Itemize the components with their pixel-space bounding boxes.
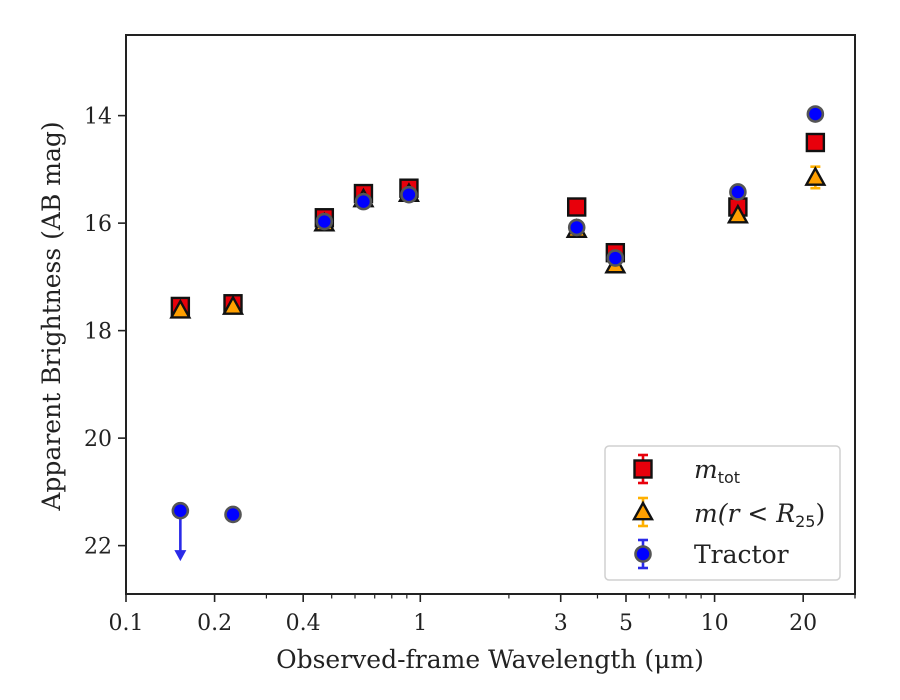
y-tick-labels: 14 16 18 20 22 <box>84 105 112 560</box>
x-tick-label: 0.2 <box>197 611 232 636</box>
series-mr25 <box>169 165 827 319</box>
legend: mtot m(r < R25) Tractor <box>604 445 841 581</box>
legend-marker-mtot <box>633 453 653 485</box>
legend-symbol-mtot <box>633 459 653 479</box>
data-point-tractor <box>315 212 334 231</box>
axis-ticks <box>118 114 856 602</box>
x-tick-label: 20 <box>789 611 817 636</box>
x-tick-label: 5 <box>619 611 633 636</box>
upper-limit-arrowhead-tractor <box>174 550 187 562</box>
series-mtot <box>170 132 826 317</box>
y-tick-label: 22 <box>84 535 112 560</box>
x-tick-labels: 0.1 0.2 0.4 1 3 5 10 20 <box>109 611 818 636</box>
data-point-tractor <box>171 501 190 520</box>
data-point-mr25 <box>726 203 749 224</box>
series-tractor <box>171 105 825 562</box>
legend-marker-mr25 <box>631 496 655 528</box>
legend-label-mtot: mtot <box>694 455 740 487</box>
data-point-mr25 <box>221 294 245 315</box>
data-point-mtot <box>805 132 826 153</box>
legend-box <box>604 445 841 581</box>
x-tick-label: 3 <box>554 611 568 636</box>
data-point-tractor <box>729 183 747 201</box>
data-point-mr25 <box>804 165 827 186</box>
data-point-tractor <box>606 249 625 267</box>
y-axis-label: Apparent Brightness (AB mag) <box>37 121 66 511</box>
legend-symbol-tractor <box>634 545 652 563</box>
data-point-tractor <box>224 505 242 524</box>
y-tick-label: 20 <box>84 427 112 452</box>
x-tick-label: 1 <box>413 611 427 636</box>
legend-label-tractor: Tractor <box>694 540 789 569</box>
legend-label-mr25: m(r < R25) <box>694 499 825 531</box>
plot-frame <box>125 34 856 595</box>
data-point-tractor <box>567 218 586 237</box>
x-axis-label: Observed-frame Wavelength (μm) <box>276 645 704 674</box>
data-point-tractor <box>400 185 418 204</box>
y-tick-label: 16 <box>84 212 112 237</box>
legend-symbol-mr25 <box>631 500 655 521</box>
x-tick-label: 0.4 <box>286 611 321 636</box>
y-tick-label: 18 <box>84 320 112 345</box>
data-point-mr25 <box>169 298 192 319</box>
data-point-tractor <box>806 105 825 123</box>
data-point-mtot <box>567 197 587 217</box>
data-point-tractor <box>354 192 373 211</box>
legend-marker-tractor <box>634 538 652 570</box>
y-tick-label: 14 <box>84 105 112 130</box>
x-tick-label: 10 <box>701 611 729 636</box>
legend-markers <box>631 453 655 570</box>
x-tick-label: 0.1 <box>109 611 144 636</box>
plot-area <box>169 105 827 562</box>
